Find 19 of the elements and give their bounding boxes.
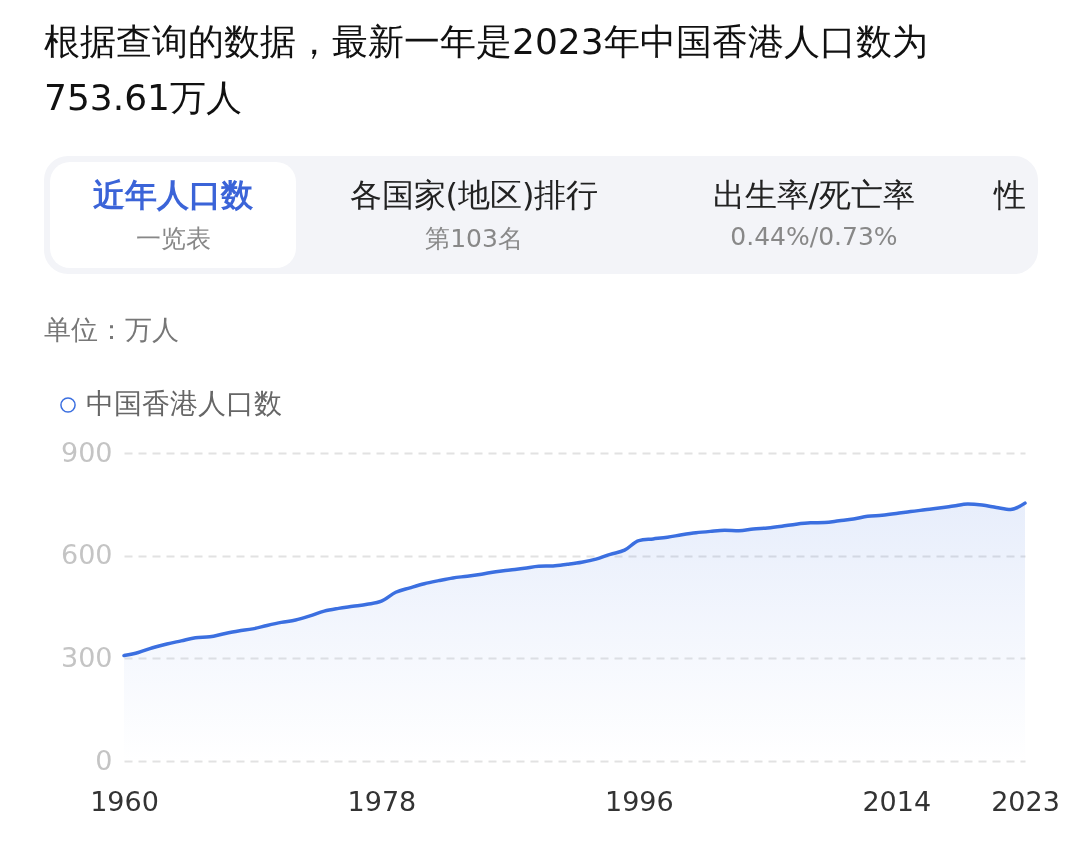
y-tick-label: 0 (95, 744, 113, 776)
x-tick-label: 2014 (862, 785, 932, 817)
x-tick-label: 1960 (90, 785, 159, 817)
y-axis-title: 单位：万人 (44, 313, 179, 347)
chart-title: 根据查询的数据，最新一年是2023年中国香港人口数为 753.61万人 (44, 20, 929, 120)
text: 各国家(地区)排行 (348, 175, 600, 216)
text: 一览表 (134, 223, 212, 255)
text: 第103名 (424, 223, 524, 255)
x-tick-label: 1978 (347, 785, 417, 817)
text: 性 (994, 175, 1027, 216)
text: 近年人口数 (92, 175, 254, 216)
legend-label: 中国香港人口数 (86, 387, 282, 420)
text: 出生率/死亡率 (711, 175, 917, 216)
y-tick-label: 900 (60, 436, 113, 468)
y-tick-label: 300 (60, 641, 113, 673)
x-tick-label: 2023 (991, 785, 1060, 817)
x-tick-label: 1996 (605, 785, 674, 817)
text: 0.44%/0.73% (729, 222, 899, 251)
y-tick-label: 600 (60, 539, 113, 571)
